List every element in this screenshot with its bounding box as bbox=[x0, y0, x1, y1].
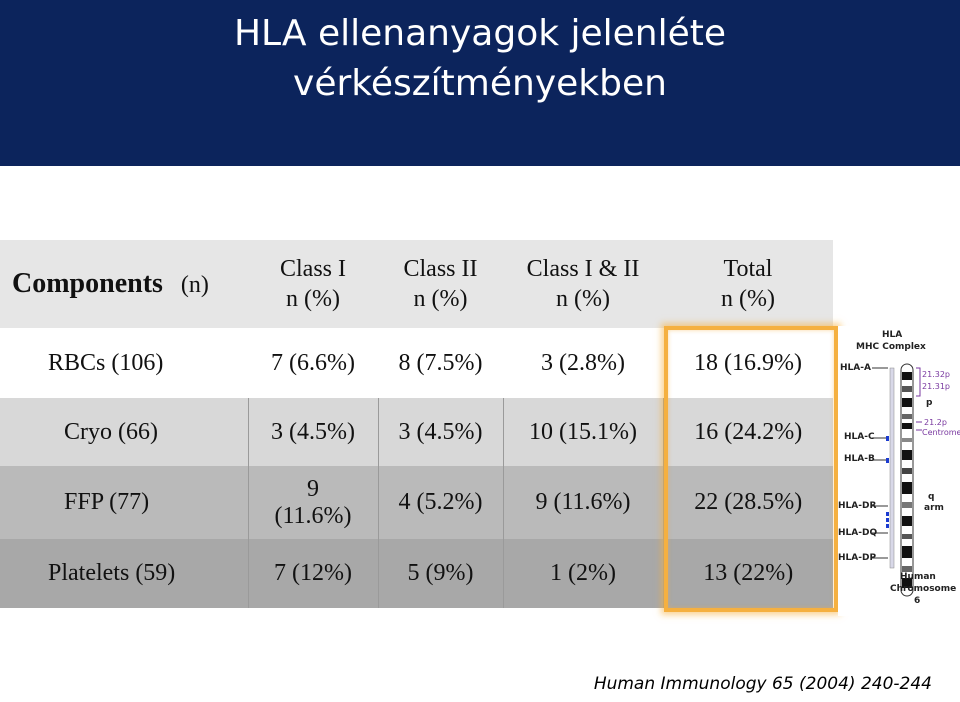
table-header-row: Components (n) Class I n (%) Class II n … bbox=[0, 240, 833, 328]
slide-title: HLA ellenanyagok jelenléte vérkészítmény… bbox=[0, 0, 960, 110]
diagram-title-2: MHC Complex bbox=[856, 342, 926, 352]
header-class2-line1: Class II bbox=[403, 256, 478, 282]
cell-class1: 9 (11.6%) bbox=[248, 466, 379, 539]
title-banner bbox=[0, 0, 960, 166]
header-class2: Class II n (%) bbox=[378, 240, 503, 328]
caption-line-1: Human bbox=[900, 572, 936, 582]
chromosome-6-illustration bbox=[872, 363, 922, 597]
mhc-region-bar bbox=[889, 367, 895, 569]
cell-class1-line1: 9 bbox=[307, 475, 319, 502]
arm-p-label: p bbox=[926, 398, 933, 408]
header-class12-line1: Class I & II bbox=[526, 256, 640, 282]
label-hla-b: HLA-B bbox=[844, 454, 875, 464]
band-label-2: 21.31p bbox=[922, 382, 950, 391]
label-hla-a: HLA-A bbox=[840, 363, 871, 373]
header-class2-line2: n (%) bbox=[413, 286, 468, 312]
cell-class1: 7 (6.6%) bbox=[248, 328, 378, 398]
caption-line-3: 6 bbox=[914, 596, 921, 606]
title-line-1: HLA ellenanyagok jelenléte bbox=[233, 13, 727, 54]
band-label-1: 21.32p bbox=[922, 370, 950, 379]
cell-total: 22 (28.5%) bbox=[663, 466, 833, 539]
cell-component: Cryo (66) bbox=[0, 398, 249, 466]
cell-class2: 4 (5.2%) bbox=[378, 466, 504, 539]
table-row: RBCs (106) 7 (6.6%) 8 (7.5%) 3 (2.8%) 18… bbox=[0, 328, 833, 398]
hla-chromosome-diagram: HLA MHC Complex HLA-A HLA-C HLA-B HLA-DR… bbox=[838, 326, 960, 616]
cell-class12: 9 (11.6%) bbox=[503, 466, 664, 539]
title-line-2: vérkészítményekben bbox=[293, 63, 667, 104]
header-total-line2: n (%) bbox=[721, 286, 775, 312]
cell-total: 16 (24.2%) bbox=[663, 398, 833, 466]
total-column-highlight bbox=[664, 326, 838, 612]
caption-line-2: Chromosome bbox=[890, 584, 957, 594]
table-row: Cryo (66) 3 (4.5%) 3 (4.5%) 10 (15.1%) 1… bbox=[0, 398, 833, 466]
header-components-label: Components bbox=[12, 267, 163, 299]
header-class12-line2: n (%) bbox=[556, 286, 610, 312]
band-label-3: 21.2p bbox=[924, 418, 947, 427]
cell-class1: 3 (4.5%) bbox=[248, 398, 379, 466]
table-row: FFP (77) 9 (11.6%) 4 (5.2%) 9 (11.6%) 22… bbox=[0, 466, 833, 539]
header-class1: Class I n (%) bbox=[248, 240, 378, 328]
arm-q-label: q bbox=[928, 492, 935, 502]
header-components-n: (n) bbox=[180, 271, 209, 298]
cell-class2: 3 (4.5%) bbox=[378, 398, 504, 466]
diagram-title-1: HLA bbox=[882, 330, 903, 340]
label-hla-dr: HLA-DR bbox=[838, 501, 877, 511]
cell-class2: 5 (9%) bbox=[378, 539, 504, 608]
cell-class1: 7 (12%) bbox=[248, 539, 379, 608]
cell-class12: 10 (15.1%) bbox=[503, 398, 664, 466]
header-class1-line1: Class I bbox=[280, 256, 346, 282]
cell-class12: 1 (2%) bbox=[503, 539, 664, 608]
cell-component: FFP (77) bbox=[0, 466, 249, 539]
citation: Human Immunology 65 (2004) 240-244 bbox=[593, 674, 932, 694]
header-total-line1: Total bbox=[723, 256, 773, 282]
cell-class1-line2: (11.6%) bbox=[274, 502, 352, 529]
header-class12: Class I & II n (%) bbox=[503, 240, 663, 328]
header-class1-line2: n (%) bbox=[286, 286, 340, 312]
hla-antibody-table: Components (n) Class I n (%) Class II n … bbox=[0, 240, 833, 608]
label-hla-dq: HLA-DQ bbox=[838, 528, 878, 538]
cell-class12: 3 (2.8%) bbox=[503, 328, 663, 398]
header-total: Total n (%) bbox=[663, 240, 833, 328]
header-components: Components (n) bbox=[0, 240, 248, 328]
arm-q-label-2: arm bbox=[924, 503, 944, 513]
cell-class2: 8 (7.5%) bbox=[378, 328, 503, 398]
cell-component: RBCs (106) bbox=[0, 328, 248, 398]
centromere-label: Centromere bbox=[922, 428, 960, 437]
cell-total: 18 (16.9%) bbox=[663, 328, 833, 398]
cell-total: 13 (22%) bbox=[663, 539, 833, 608]
cell-component: Platelets (59) bbox=[0, 539, 249, 608]
label-hla-dp: HLA-DP bbox=[838, 553, 877, 563]
label-hla-c: HLA-C bbox=[844, 432, 875, 442]
table-row: Platelets (59) 7 (12%) 5 (9%) 1 (2%) 13 … bbox=[0, 539, 833, 608]
